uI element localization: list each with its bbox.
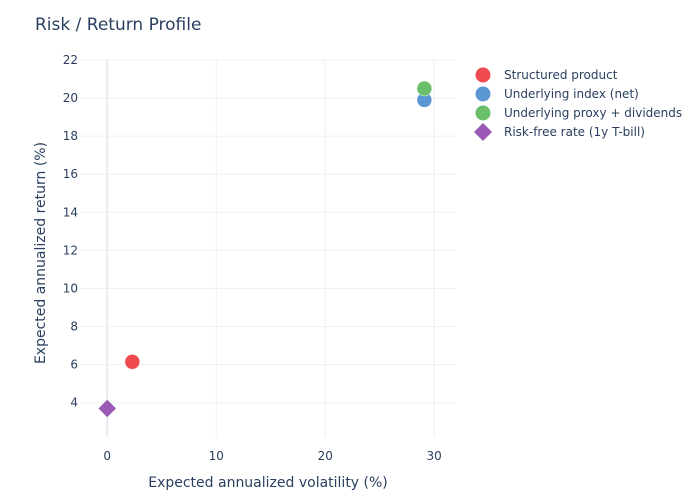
legend-label: Structured product <box>504 68 618 82</box>
legend-label: Underlying index (net) <box>504 87 639 101</box>
chart-title: Risk / Return Profile <box>35 15 201 35</box>
legend-item[interactable]: Underlying proxy + dividends <box>475 105 683 121</box>
y-tick-label: 10 <box>63 281 78 295</box>
legend: Structured product Underlying index (net)… <box>474 67 683 141</box>
x-tick-label: 0 <box>103 449 111 463</box>
x-axis-title: Expected annualized volatility (%) <box>148 475 388 491</box>
axis-ticks: 4 6 8 10 12 14 16 18 20 22 0 10 20 30 <box>63 53 442 463</box>
legend-item[interactable]: Structured product <box>475 67 618 83</box>
data-point <box>416 80 433 97</box>
y-tick-label: 22 <box>63 53 78 67</box>
data-point <box>97 399 117 418</box>
y-tick-label: 20 <box>63 91 78 105</box>
y-axis-title: Expected annualized return (%) <box>33 142 49 364</box>
data-points <box>97 80 433 418</box>
x-tick-label: 10 <box>209 449 224 463</box>
legend-marker <box>475 105 491 121</box>
y-tick-label: 8 <box>70 320 78 334</box>
x-tick-label: 30 <box>427 449 442 463</box>
legend-label: Risk-free rate (1y T-bill) <box>504 125 645 139</box>
y-tick-label: 4 <box>70 396 78 410</box>
x-tick-label: 20 <box>318 449 333 463</box>
legend-marker <box>475 86 491 102</box>
y-tick-label: 14 <box>63 205 78 219</box>
y-tick-label: 16 <box>63 167 78 181</box>
data-point <box>124 354 141 370</box>
y-tick-label: 12 <box>63 243 78 257</box>
legend-label: Underlying proxy + dividends <box>504 106 682 120</box>
y-tick-label: 18 <box>63 129 78 143</box>
legend-marker <box>475 67 491 83</box>
grid-lines <box>80 59 456 437</box>
legend-item[interactable]: Underlying index (net) <box>475 86 639 102</box>
legend-marker <box>474 123 492 141</box>
legend-item[interactable]: Risk-free rate (1y T-bill) <box>474 123 645 141</box>
y-tick-label: 6 <box>70 358 78 372</box>
